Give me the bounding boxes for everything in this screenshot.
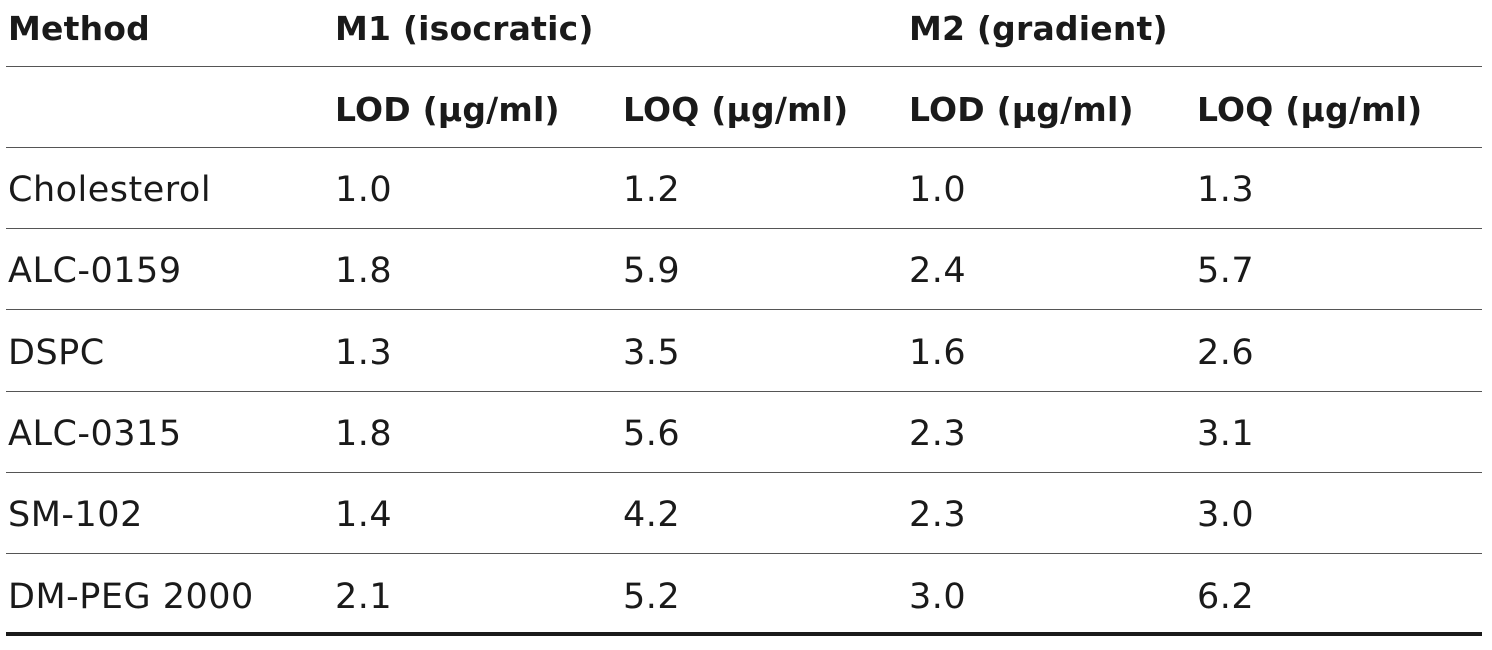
header-group-m2: M2 (gradient) (909, 9, 1168, 48)
header-method: Method (8, 9, 150, 48)
row-name: SM-102 (8, 495, 143, 535)
row-divider (6, 472, 1482, 473)
row-m2-loq: 3.1 (1197, 414, 1255, 454)
row-m1-loq: 5.6 (623, 414, 681, 454)
header-m2-loq: LOQ (µg/ml) (1197, 90, 1423, 129)
row-m2-loq: 6.2 (1197, 577, 1255, 617)
row-m1-lod: 1.4 (335, 495, 393, 535)
header-m2-lod: LOD (µg/ml) (909, 90, 1134, 129)
header-divider (6, 66, 1482, 67)
row-name: Cholesterol (8, 170, 212, 210)
row-m1-loq: 5.9 (623, 251, 681, 291)
row-divider (6, 309, 1482, 310)
row-name: ALC-0315 (8, 414, 182, 454)
row-m1-loq: 5.2 (623, 577, 681, 617)
row-m1-lod: 1.3 (335, 333, 393, 373)
header-m1-lod: LOD (µg/ml) (335, 90, 560, 129)
row-m2-loq: 1.3 (1197, 170, 1255, 210)
row-m1-loq: 4.2 (623, 495, 681, 535)
row-m1-lod: 2.1 (335, 577, 393, 617)
row-m1-lod: 1.8 (335, 251, 393, 291)
row-m2-lod: 2.3 (909, 414, 967, 454)
row-m2-lod: 1.0 (909, 170, 967, 210)
row-m2-lod: 2.3 (909, 495, 967, 535)
row-m2-lod: 2.4 (909, 251, 967, 291)
row-m2-lod: 1.6 (909, 333, 967, 373)
header-m1-loq: LOQ (µg/ml) (623, 90, 849, 129)
row-m2-lod: 3.0 (909, 577, 967, 617)
row-divider (6, 553, 1482, 554)
row-divider (6, 228, 1482, 229)
row-m1-loq: 1.2 (623, 170, 681, 210)
lod-loq-table: Method M1 (isocratic) M2 (gradient) LOD … (6, 0, 1482, 650)
subheader-divider (6, 147, 1482, 148)
row-m2-loq: 5.7 (1197, 251, 1255, 291)
row-m1-loq: 3.5 (623, 333, 681, 373)
row-m1-lod: 1.8 (335, 414, 393, 454)
row-m2-loq: 3.0 (1197, 495, 1255, 535)
row-name: ALC-0159 (8, 251, 182, 291)
row-divider (6, 391, 1482, 392)
header-group-m1: M1 (isocratic) (335, 9, 594, 48)
table-bottom-rule (6, 632, 1482, 636)
row-m1-lod: 1.0 (335, 170, 393, 210)
row-m2-loq: 2.6 (1197, 333, 1255, 373)
row-name: DSPC (8, 333, 105, 373)
row-name: DM-PEG 2000 (8, 577, 254, 617)
